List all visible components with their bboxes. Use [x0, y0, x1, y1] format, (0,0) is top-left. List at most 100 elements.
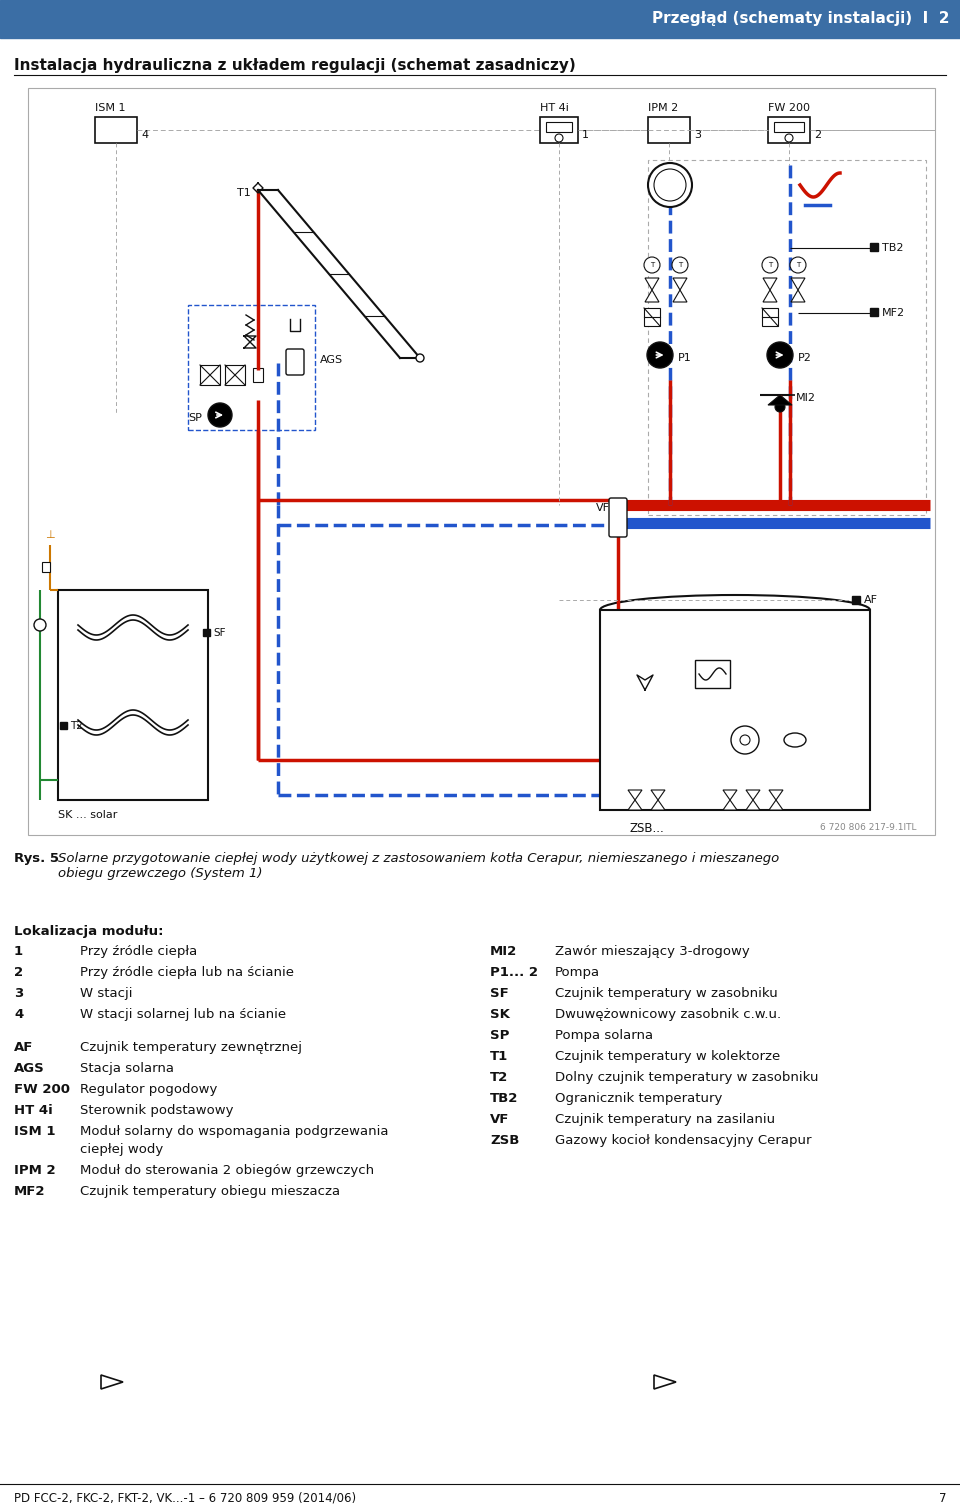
Bar [768, 116, 810, 144]
Text: Przegłąd (schematy instalacji)  I  2: Przegłąd (schematy instalacji) I 2 [653, 12, 950, 27]
Text: VF: VF [596, 503, 610, 513]
Polygon shape [101, 1374, 123, 1390]
Text: IPM 2: IPM 2 [14, 1164, 56, 1176]
Text: VF: VF [490, 1113, 510, 1126]
Circle shape [416, 354, 424, 361]
Polygon shape [763, 278, 777, 290]
Polygon shape [645, 290, 659, 302]
Text: Przy źródle ciepła: Przy źródle ciepła [80, 945, 197, 959]
Text: Pompa: Pompa [555, 966, 600, 978]
Bar [95, 116, 137, 144]
Bar [28, 88, 935, 835]
Text: W stacji: W stacji [80, 987, 132, 999]
Polygon shape [628, 800, 642, 810]
Text: ISM 1: ISM 1 [14, 1125, 56, 1139]
Polygon shape [651, 789, 665, 800]
Text: FW 200: FW 200 [14, 1083, 70, 1096]
Bar [546, 122, 572, 132]
Text: Czujnik temperatury zewnętrznej: Czujnik temperatury zewnętrznej [80, 1040, 302, 1054]
Polygon shape [654, 1374, 676, 1390]
Polygon shape [723, 789, 737, 800]
Text: MF2: MF2 [14, 1185, 45, 1198]
Text: Rys. 5: Rys. 5 [14, 851, 59, 865]
Bar [762, 308, 778, 327]
Text: FW 200: FW 200 [768, 103, 810, 113]
Text: HT 4i: HT 4i [14, 1104, 53, 1117]
Polygon shape [723, 800, 737, 810]
Bar [225, 364, 245, 386]
Circle shape [785, 135, 793, 142]
Text: T: T [678, 262, 683, 268]
Bar [60, 723, 67, 729]
Text: 1: 1 [582, 130, 589, 141]
Bar [253, 367, 263, 383]
Text: T2: T2 [70, 721, 83, 730]
Text: Dolny czujnik temperatury w zasobniku: Dolny czujnik temperatury w zasobniku [555, 1070, 819, 1084]
Text: Lokalizacja modułu:: Lokalizacja modułu: [14, 925, 163, 937]
FancyBboxPatch shape [609, 497, 627, 537]
Text: Przy źródle ciepła lub na ścianie: Przy źródle ciepła lub na ścianie [80, 966, 294, 978]
Text: MF2: MF2 [882, 308, 905, 318]
Circle shape [767, 342, 793, 367]
Circle shape [34, 618, 46, 631]
Text: AF: AF [864, 596, 878, 605]
Text: Zawór mieszający 3-drogowy: Zawór mieszający 3-drogowy [555, 945, 750, 959]
Polygon shape [791, 278, 805, 290]
Text: T: T [768, 262, 772, 268]
Polygon shape [651, 800, 665, 810]
Text: SF: SF [213, 627, 226, 638]
Text: SK: SK [490, 1009, 510, 1021]
Bar [0, 0, 960, 38]
Text: MI2: MI2 [796, 393, 816, 404]
Text: 1: 1 [14, 945, 23, 959]
Bar [188, 305, 315, 429]
Text: IPM 2: IPM 2 [648, 103, 679, 113]
Text: AGS: AGS [14, 1061, 45, 1075]
Bar [200, 364, 220, 386]
Text: P2: P2 [798, 352, 812, 363]
Bar [774, 122, 804, 132]
Text: MI2: MI2 [490, 945, 517, 959]
Text: Regulator pogodowy: Regulator pogodowy [80, 1083, 217, 1096]
Circle shape [208, 404, 232, 426]
Text: Stacja solarna: Stacja solarna [80, 1061, 174, 1075]
Bar [203, 629, 210, 637]
Text: W stacji solarnej lub na ścianie: W stacji solarnej lub na ścianie [80, 1009, 286, 1021]
Bar [648, 160, 926, 516]
Text: T1: T1 [490, 1049, 508, 1063]
Bar [540, 116, 578, 144]
Text: Solarne przygotowanie ciepłej wody użytkowej z zastosowaniem kotła Cerapur, niem: Solarne przygotowanie ciepłej wody użytk… [58, 851, 780, 880]
Text: Czujnik temperatury w zasobniku: Czujnik temperatury w zasobniku [555, 987, 778, 999]
Polygon shape [791, 290, 805, 302]
Text: SK ... solar: SK ... solar [58, 810, 117, 820]
Circle shape [740, 735, 750, 745]
Polygon shape [673, 278, 687, 290]
Text: Czujnik temperatury na zasilaniu: Czujnik temperatury na zasilaniu [555, 1113, 775, 1126]
Bar [870, 308, 878, 316]
Text: T2: T2 [490, 1070, 508, 1084]
Circle shape [654, 169, 686, 201]
Bar [42, 562, 50, 572]
Text: 2: 2 [814, 130, 821, 141]
Circle shape [790, 257, 806, 274]
Text: Instalacja hydrauliczna z układem regulacji (schemat zasadniczy): Instalacja hydrauliczna z układem regula… [14, 57, 576, 73]
Text: TB2: TB2 [882, 243, 903, 253]
Text: Dwuwężownicowy zasobnik c.w.u.: Dwuwężownicowy zasobnik c.w.u. [555, 1009, 781, 1021]
Circle shape [648, 163, 692, 207]
Polygon shape [673, 290, 687, 302]
Text: Moduł solarny do wspomagania podgrzewania: Moduł solarny do wspomagania podgrzewani… [80, 1125, 389, 1139]
Polygon shape [769, 800, 783, 810]
Text: AF: AF [14, 1040, 34, 1054]
Ellipse shape [784, 733, 806, 747]
Polygon shape [768, 395, 792, 405]
Circle shape [775, 402, 785, 411]
Bar [852, 596, 860, 603]
Text: Czujnik temperatury w kolektorze: Czujnik temperatury w kolektorze [555, 1049, 780, 1063]
Text: P1... 2: P1... 2 [490, 966, 538, 978]
Text: Gazowy kocioł kondensacyjny Cerapur: Gazowy kocioł kondensacyjny Cerapur [555, 1134, 811, 1148]
Bar [58, 590, 208, 800]
Text: 3: 3 [14, 987, 23, 999]
Text: 4: 4 [14, 1009, 23, 1021]
Text: AGS: AGS [320, 355, 343, 364]
Text: 7: 7 [939, 1491, 946, 1504]
